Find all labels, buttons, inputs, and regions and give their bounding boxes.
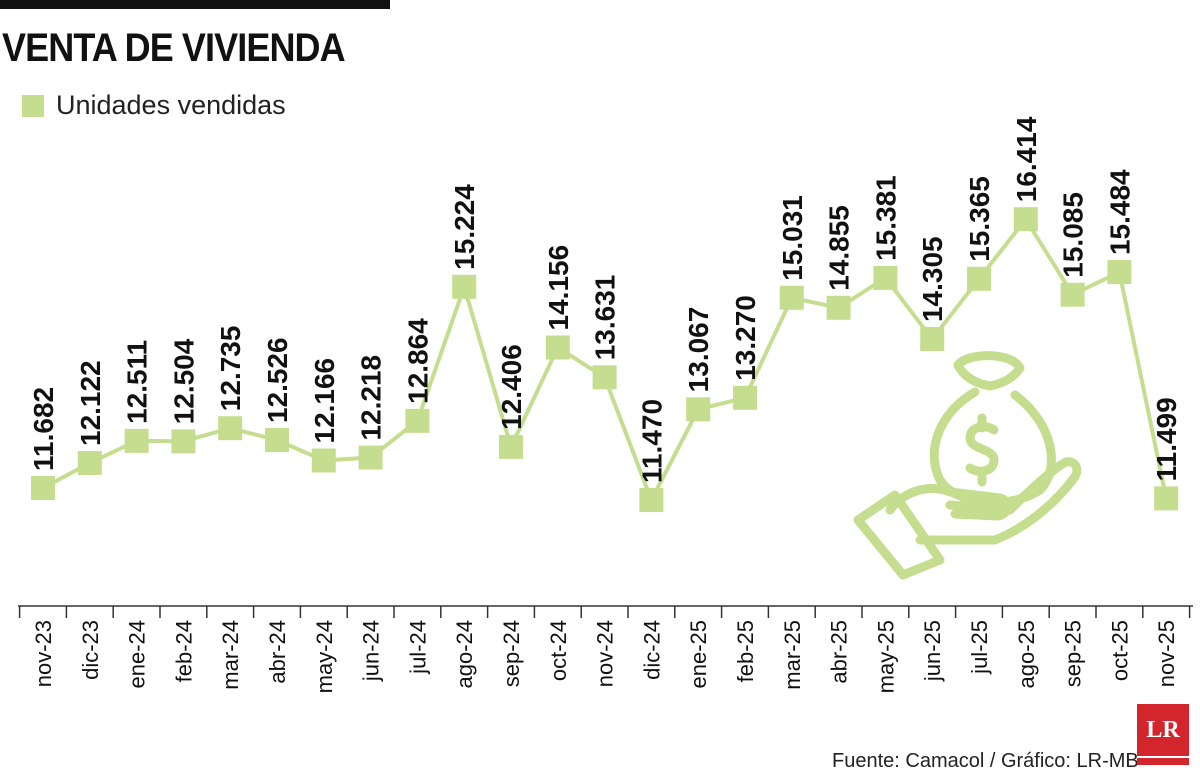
x-tick-label: nov-25	[1154, 620, 1179, 687]
data-point-marker	[218, 416, 243, 441]
data-point-marker	[639, 488, 664, 513]
x-tick-label: nov-24	[593, 620, 618, 687]
data-point-marker	[545, 335, 570, 360]
x-tick-label: jul-25	[967, 620, 992, 675]
data-label: 12.526	[262, 337, 293, 423]
top-rule	[0, 0, 390, 9]
data-label: 15.365	[964, 176, 995, 262]
x-tick-label: may-25	[873, 620, 898, 693]
x-tick-label: feb-25	[733, 620, 758, 682]
data-label: 11.499	[1151, 397, 1182, 481]
data-label: 13.270	[730, 295, 761, 381]
legend-label: Unidades vendidas	[56, 90, 286, 120]
x-tick-label: oct-25	[1107, 620, 1132, 681]
data-point-marker	[358, 445, 383, 470]
data-label: 12.122	[75, 360, 106, 446]
x-axis: nov-23 dic-23 ene-24 feb-24 mar-24 abr-24 may-…	[18, 605, 1193, 693]
x-tick-label: mar-25	[780, 620, 805, 690]
data-point-marker	[733, 385, 757, 410]
legend: Unidades vendidas	[22, 90, 286, 121]
data-point-marker	[592, 365, 617, 390]
x-tick-label: nov-23	[31, 620, 56, 687]
data-label: 12.166	[309, 358, 340, 444]
data-point-marker	[967, 266, 991, 291]
data-label-layer: 11.682 12.122 12.511 12.504 12.735 12.526 12.1…	[28, 116, 1182, 483]
x-tick-label: abr-25	[827, 620, 852, 684]
data-label: 14.855	[824, 205, 855, 291]
data-label: 15.381	[870, 175, 901, 261]
data-label: 12.406	[496, 344, 527, 430]
x-tick-label: dic-23	[78, 620, 103, 680]
data-point-marker	[826, 295, 851, 320]
data-label: 14.156	[543, 245, 574, 331]
data-label: 11.682	[28, 387, 59, 471]
x-tick-label: ene-24	[125, 620, 150, 689]
data-point-marker	[405, 408, 430, 433]
data-label: 15.484	[1104, 169, 1135, 255]
data-point-marker	[77, 451, 102, 476]
x-tick-label: abr-24	[265, 620, 290, 684]
data-label: 13.631	[590, 275, 621, 361]
data-point-marker	[171, 429, 196, 454]
data-label: 13.067	[683, 307, 714, 393]
data-point-marker	[1154, 486, 1179, 511]
x-tick-label: ene-25	[686, 620, 711, 689]
data-label: 12.504	[168, 338, 199, 424]
lr-logo-bar	[1137, 758, 1189, 765]
data-point-marker	[686, 397, 711, 422]
x-tick-label: feb-24	[171, 620, 196, 682]
data-point-marker	[1060, 282, 1085, 307]
data-label: 16.414	[1011, 116, 1042, 202]
source-note: Fuente: Camacol / Gráfico: LR-MB	[832, 750, 1139, 772]
data-point-marker	[452, 274, 477, 299]
data-point-marker	[311, 448, 336, 473]
data-point-marker	[31, 476, 55, 500]
data-point-marker	[265, 428, 289, 453]
data-label: 12.864	[402, 318, 433, 404]
data-label: 12.218	[356, 355, 387, 441]
x-tick-label: may-24	[312, 620, 337, 693]
x-tick-label: ago-25	[1014, 620, 1039, 689]
x-tick-label: jul-24	[405, 620, 430, 675]
data-point-marker	[1013, 207, 1038, 232]
data-label: 14.305	[917, 236, 948, 322]
series-marker-layer	[31, 207, 1179, 513]
lr-logo: LR	[1137, 704, 1189, 756]
x-tick-label: dic-24	[639, 620, 664, 680]
data-point-marker	[1107, 260, 1132, 285]
data-label: 11.470	[636, 399, 667, 483]
data-label: 15.085	[1058, 192, 1089, 278]
data-point-marker	[124, 428, 149, 453]
data-label: 15.031	[777, 195, 808, 281]
x-tick-label: sep-25	[1061, 620, 1086, 687]
x-tick-label: ago-24	[452, 620, 477, 689]
x-tick-label: sep-24	[499, 620, 524, 687]
x-tick-label: mar-24	[218, 620, 243, 690]
x-tick-label: jun-24	[359, 620, 384, 682]
data-label: 12.735	[215, 326, 246, 412]
x-tick-label: oct-24	[546, 620, 571, 681]
data-point-marker	[499, 434, 523, 459]
data-label: 12.511	[122, 340, 153, 424]
legend-swatch	[22, 94, 44, 117]
chart-title: VENTA DE VIVIENDA	[2, 26, 346, 70]
data-label: 15.224	[449, 184, 480, 270]
x-tick-label: jun-25	[920, 620, 945, 682]
data-point-marker	[920, 327, 945, 352]
data-point-marker	[873, 265, 898, 290]
data-point-marker	[779, 285, 804, 310]
money-bag-hand-icon	[853, 351, 1082, 580]
